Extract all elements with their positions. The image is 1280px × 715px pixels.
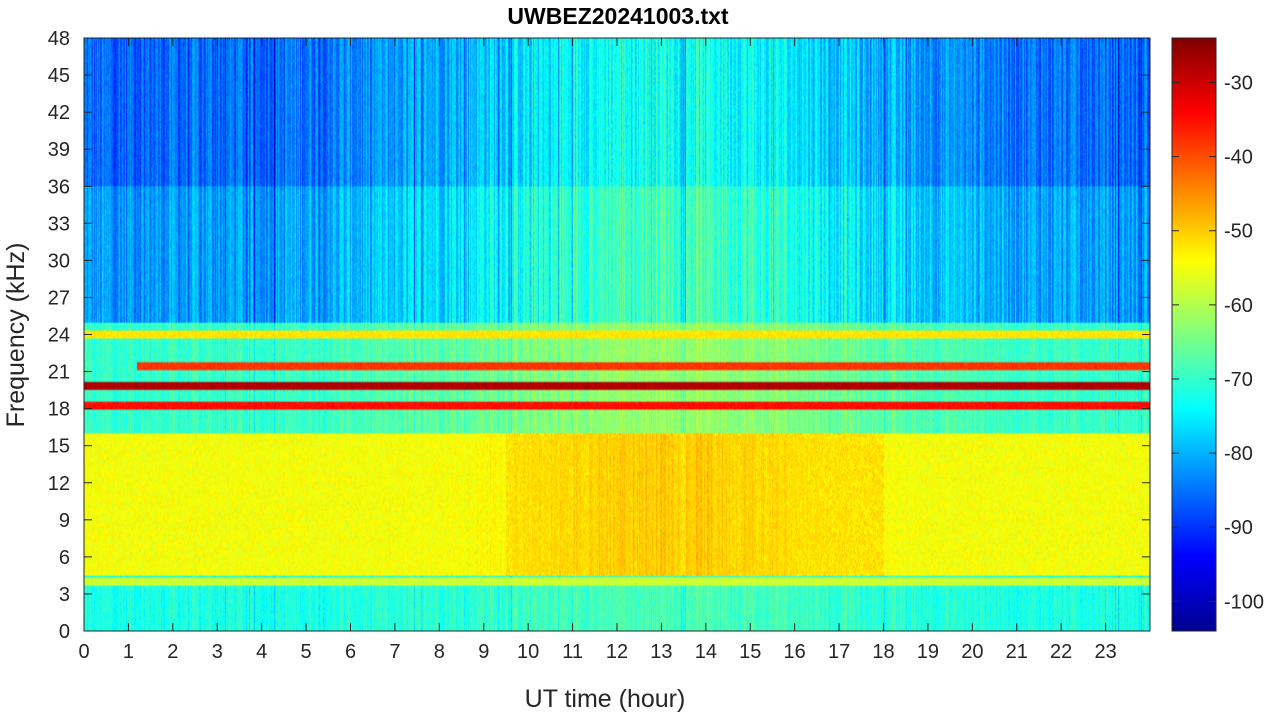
x-tick-label: 4 — [256, 641, 267, 663]
y-tick-label: 9 — [59, 510, 70, 532]
x-tick-label: 2 — [167, 641, 178, 663]
colorbar-tick-label: -60 — [1224, 295, 1253, 317]
colorbar-tick-label: -90 — [1224, 517, 1253, 539]
x-tick-label: 20 — [961, 641, 983, 663]
colorbar-tick-label: -70 — [1224, 369, 1253, 391]
y-tick-label: 21 — [48, 362, 70, 384]
x-tick-label: 3 — [212, 641, 223, 663]
y-tick-label: 33 — [48, 213, 70, 235]
y-tick-label: 6 — [59, 547, 70, 569]
x-tick-label: 14 — [695, 641, 717, 663]
x-tick-label: 6 — [345, 641, 356, 663]
x-axis-ticks: 0 1 2 3 4 5 6 7 8 9 10 11 12 13 14 15 16 17 18 19 20 21 22 23 — [78, 38, 1117, 663]
y-axis-title: Frequency (kHz) — [2, 243, 30, 428]
heatmap-image — [84, 38, 1150, 631]
colorbar-tick-label: -50 — [1224, 221, 1253, 243]
y-tick-label: 15 — [48, 436, 70, 458]
x-tick-label: 23 — [1094, 641, 1116, 663]
y-tick-label: 3 — [59, 584, 70, 606]
x-tick-label: 0 — [78, 641, 89, 663]
y-tick-label: 0 — [59, 621, 70, 643]
colorbar-tick-label: -30 — [1224, 72, 1253, 94]
y-tick-label: 36 — [48, 176, 70, 198]
y-tick-label: 18 — [48, 399, 70, 421]
y-tick-label: 12 — [48, 473, 70, 495]
y-tick-label: 24 — [48, 325, 70, 347]
x-tick-label: 7 — [389, 641, 400, 663]
x-tick-label: 19 — [917, 641, 939, 663]
x-tick-label: 13 — [650, 641, 672, 663]
y-tick-label: 48 — [48, 28, 70, 50]
x-tick-label: 9 — [478, 641, 489, 663]
x-tick-label: 10 — [517, 641, 539, 663]
x-tick-label: 11 — [562, 641, 583, 663]
y-tick-label: 45 — [48, 65, 70, 87]
y-tick-label: 27 — [48, 287, 70, 309]
x-tick-label: 17 — [828, 641, 850, 663]
colorbar-tick-label: -100 — [1224, 591, 1264, 613]
y-tick-label: 30 — [48, 250, 70, 272]
x-tick-label: 8 — [434, 641, 445, 663]
colorbar-tick-label: -40 — [1224, 147, 1253, 169]
x-tick-label: 15 — [739, 641, 761, 663]
colorbar-tick-label: -80 — [1224, 443, 1253, 465]
y-tick-label: 42 — [48, 102, 70, 124]
colorbar-ticks: -100 -90 -80 -70 -60 -50 -40 -30 — [1172, 72, 1264, 613]
x-tick-label: 1 — [123, 641, 134, 663]
y-tick-label: 39 — [48, 139, 70, 161]
spectrogram-plot-area — [83, 37, 1151, 632]
x-tick-label: 18 — [872, 641, 894, 663]
colorbar-gradient — [1171, 37, 1217, 632]
colorbar: -100 -90 -80 -70 -60 -50 -40 -30 — [1171, 37, 1264, 632]
x-tick-label: 12 — [606, 641, 628, 663]
x-axis-title: UT time (hour) — [525, 685, 686, 713]
chart-title: UWBEZ20241003.txt — [507, 3, 728, 29]
x-tick-label: 22 — [1050, 641, 1072, 663]
x-tick-label: 5 — [301, 641, 312, 663]
x-tick-label: 16 — [784, 641, 806, 663]
x-tick-label: 21 — [1006, 641, 1028, 663]
